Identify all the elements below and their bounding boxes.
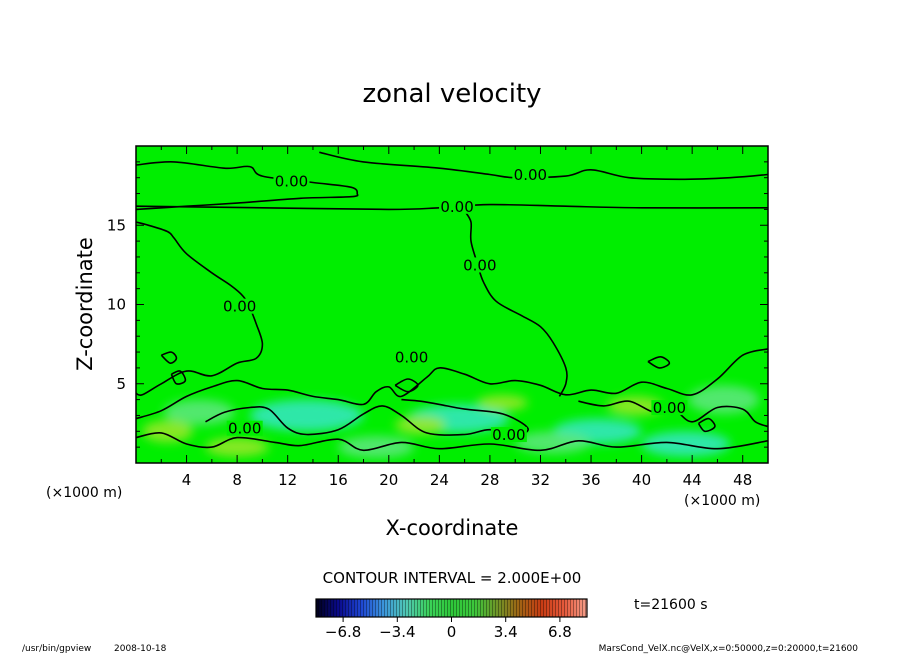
contour-label-bg xyxy=(273,173,310,189)
contour-label: 0.00 xyxy=(228,420,261,438)
contour-label-bg xyxy=(226,420,263,436)
field-patch xyxy=(688,385,760,414)
colorbar-tick-label: 3.4 xyxy=(494,623,518,641)
x-tick-label: 40 xyxy=(632,471,651,489)
field-patch xyxy=(249,399,364,432)
y-axis-ticks: 5 10 15 xyxy=(107,145,768,464)
contour-line xyxy=(463,210,568,397)
contour-label-bg xyxy=(461,257,498,273)
colorbar-tick-label: −3.4 xyxy=(379,623,415,641)
x-tick-label: 36 xyxy=(581,471,600,489)
footer-date: 2008-10-18 xyxy=(114,644,167,654)
contour-labels: 0.00 0.00 0.00 0.00 0.00 0.00 0.00 0.00 0.00 xyxy=(221,166,688,444)
field-patch xyxy=(205,437,269,457)
x-axis-ticks: 4 8 12 16 20 24 28 32 36 40 44 48 xyxy=(135,146,769,489)
contour-label: 0.00 xyxy=(223,298,256,316)
x-axis-label: X-coordinate xyxy=(386,516,519,540)
contour-line xyxy=(136,161,359,211)
field-patch xyxy=(395,415,446,435)
contour-label: 0.00 xyxy=(514,166,547,184)
contour-interval-text: CONTOUR INTERVAL = 2.000E+00 xyxy=(323,569,582,587)
contour-label-bg xyxy=(439,198,476,214)
time-label: t=21600 s xyxy=(634,597,708,613)
colorbar-tick-label: 0 xyxy=(447,623,457,641)
contour-line xyxy=(205,398,529,437)
colorbar-tick-label: 6.8 xyxy=(548,623,572,641)
y-tick-label: 5 xyxy=(116,375,126,393)
footer-program: /usr/bin/gpview xyxy=(22,644,91,654)
contour-line xyxy=(136,348,768,420)
colorbar-ticks: −6.8 −3.4 0 3.4 6.8 xyxy=(325,617,572,641)
contour-label: 0.00 xyxy=(440,198,473,216)
chart-title: zonal velocity xyxy=(362,79,541,109)
contour-label: 0.00 xyxy=(275,172,308,190)
contour-line xyxy=(394,378,419,393)
contour-line xyxy=(697,417,716,433)
field-patch xyxy=(515,431,592,454)
x-tick-label: 12 xyxy=(278,471,297,489)
contour-label-bg xyxy=(490,427,527,443)
contour-line xyxy=(170,370,187,385)
x-tick-label: 24 xyxy=(430,471,449,489)
contour-label: 0.00 xyxy=(653,399,686,417)
colorbar-tick-label: −6.8 xyxy=(325,623,361,641)
contour-label-bg xyxy=(221,298,258,314)
x-tick-label: 8 xyxy=(232,471,242,489)
contour-label-bg xyxy=(512,167,549,183)
x-tick-label: 28 xyxy=(480,471,499,489)
y-tick-label: 15 xyxy=(107,216,126,234)
contour-label: 0.00 xyxy=(395,348,428,366)
field-patch xyxy=(477,394,528,411)
x-tick-label: 48 xyxy=(733,471,752,489)
contour-line xyxy=(578,400,768,428)
contour-line xyxy=(136,431,768,452)
contour-line xyxy=(160,351,178,364)
x-tick-label: 16 xyxy=(329,471,348,489)
colorbar: −6.8 −3.4 0 3.4 6.8 xyxy=(315,598,588,641)
field-patch xyxy=(163,399,235,425)
contour-label-bg xyxy=(393,349,430,365)
x-tick-label: 32 xyxy=(531,471,550,489)
field-anomalies xyxy=(142,385,760,459)
field-patch xyxy=(338,436,415,459)
contour-label: 0.00 xyxy=(492,426,525,444)
contour-label: 0.00 xyxy=(463,256,496,274)
field-patch xyxy=(142,420,193,443)
x-tick-label: 4 xyxy=(182,471,192,489)
y-tick-label: 10 xyxy=(107,296,126,314)
contour-line xyxy=(319,151,768,181)
contour-label-bg xyxy=(651,400,688,416)
x-tick-label: 44 xyxy=(683,471,702,489)
contour-line xyxy=(136,221,264,397)
x-axis-unit: (×1000 m) xyxy=(684,493,760,509)
x-tick-label: 20 xyxy=(379,471,398,489)
y-axis-label: Z-coordinate xyxy=(73,237,97,371)
contour-line xyxy=(647,356,671,369)
y-axis-unit: (×1000 m) xyxy=(46,485,122,501)
colorbar-bands xyxy=(316,599,587,617)
footer-source: MarsCond_VelX.nc@VelX,x=0:50000,z=0:2000… xyxy=(599,644,859,654)
